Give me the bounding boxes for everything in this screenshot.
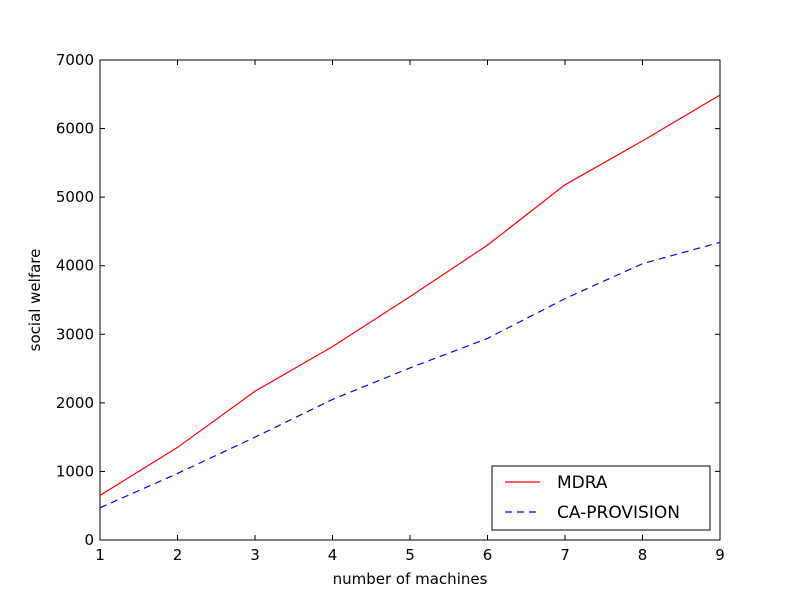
y-tick-label: 3000: [56, 325, 94, 343]
x-tick-label: 2: [173, 546, 183, 564]
x-axis-ticks: 1 2 3 4 5 6 7 8 9: [95, 60, 725, 564]
y-tick-label: 0: [84, 531, 94, 549]
y-tick-label: 5000: [56, 188, 94, 206]
x-tick-label: 1: [95, 546, 105, 564]
y-tick-label: 1000: [56, 462, 94, 480]
y-tick-label: 2000: [56, 394, 94, 412]
x-tick-label: 6: [483, 546, 493, 564]
series-line-ca-provision: [99, 241, 721, 509]
y-axis-label: social welfare: [26, 249, 44, 352]
legend: MDRA CA-PROVISION: [491, 465, 711, 531]
series-line-mdra: [99, 94, 721, 496]
y-tick-label: 7000: [56, 51, 94, 69]
x-tick-label: 9: [715, 546, 725, 564]
y-axis-ticks: 0 1000 2000 3000 4000 5000 6000 7000: [56, 51, 720, 549]
legend-box: [491, 465, 711, 531]
y-tick-label: 6000: [56, 120, 94, 138]
x-tick-label: 4: [328, 546, 338, 564]
legend-label-ca-provision: CA-PROVISION: [557, 503, 680, 523]
series-layer: [99, 94, 721, 509]
legend-label-mdra: MDRA: [557, 473, 608, 493]
x-tick-label: 8: [638, 546, 648, 564]
plot-area: [99, 59, 721, 541]
x-tick-label: 3: [250, 546, 260, 564]
y-tick-label: 4000: [56, 257, 94, 275]
x-axis-label: number of machines: [333, 570, 488, 588]
x-tick-label: 7: [560, 546, 570, 564]
x-tick-label: 5: [405, 546, 415, 564]
